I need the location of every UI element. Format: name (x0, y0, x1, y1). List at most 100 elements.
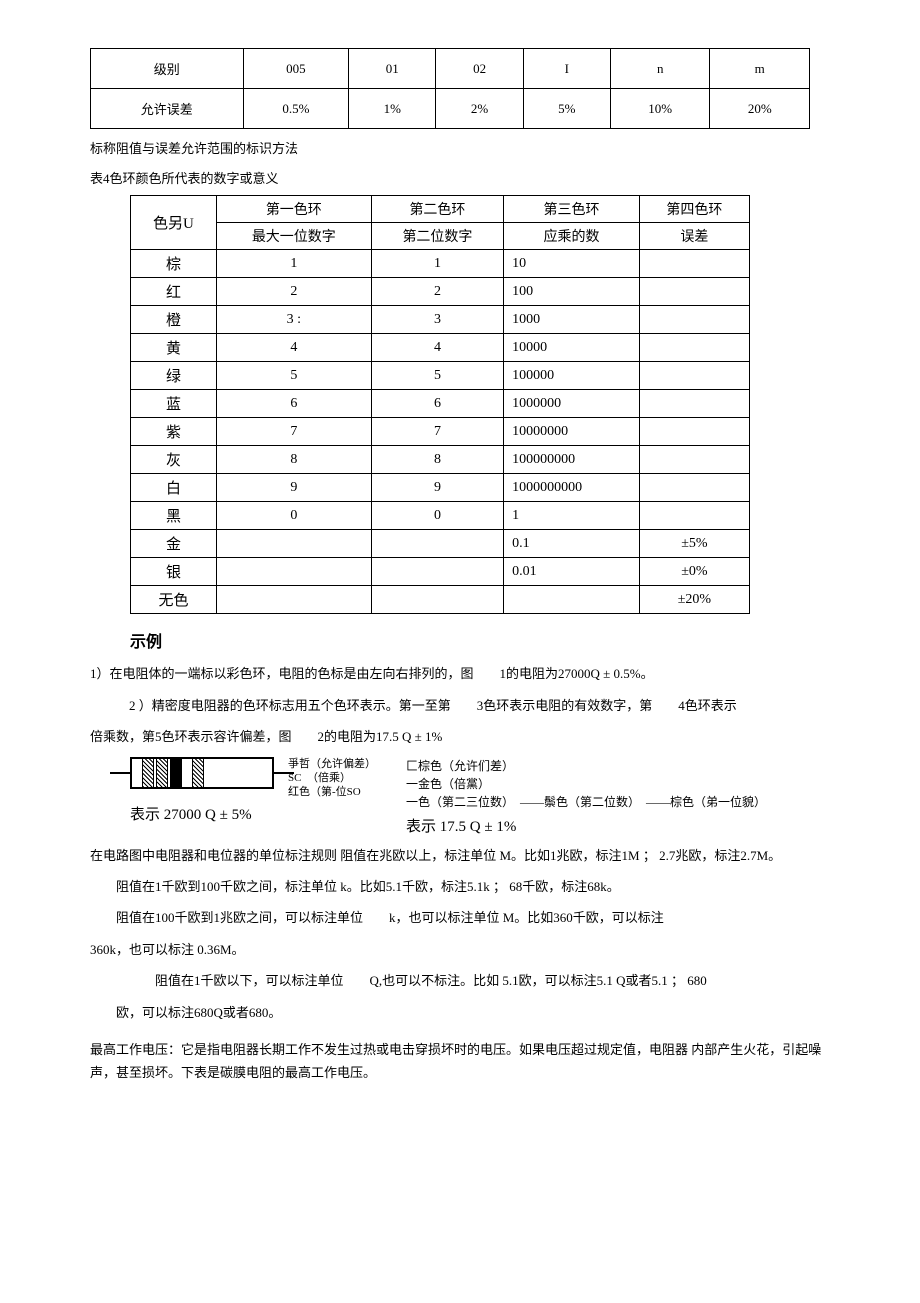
table-row: 黄4410000 (131, 334, 750, 362)
table-row: 黑001 (131, 502, 750, 530)
cell: 黑 (131, 502, 217, 530)
cell: 005 (243, 49, 349, 89)
header-band3: 第三色环 (504, 196, 640, 223)
cell (639, 390, 749, 418)
cell: 1000000 (504, 390, 640, 418)
cell: 2% (436, 89, 523, 129)
header-band1: 第一色环 (216, 196, 371, 223)
cell: ±0% (639, 558, 749, 586)
cell-grade-label: 级别 (91, 49, 244, 89)
label-multiplier: SC （倍乘） (288, 771, 376, 785)
cell: 7 (216, 418, 371, 446)
cell (639, 334, 749, 362)
resistor-diagrams: 爭哲（允许偏差） SC （倍乘） 红色（第-位SO 表示 27000 Q ± 5… (130, 757, 830, 836)
cell: 灰 (131, 446, 217, 474)
cell: 01 (349, 49, 436, 89)
cell (371, 558, 503, 586)
table-row: 绿55100000 (131, 362, 750, 390)
cell: 02 (436, 49, 523, 89)
label-tolerance: 爭哲（允许偏差） (288, 757, 376, 771)
example-heading: 示例 (130, 628, 830, 652)
cell: 金 (131, 530, 217, 558)
unit-rule-100k-1m-cont: 360k，也可以标注 0.36M。 (90, 938, 830, 961)
table-row: 金0.1±5% (131, 530, 750, 558)
cell: 银 (131, 558, 217, 586)
cell: 100000 (504, 362, 640, 390)
table-row: 银 0.01±0% (131, 558, 750, 586)
cell (639, 362, 749, 390)
cell: n (610, 49, 710, 89)
cell: 0.5% (243, 89, 349, 129)
cell: 6 (371, 390, 503, 418)
cell: 10000000 (504, 418, 640, 446)
unit-rule-kilo: 阻值在1千欧到100千欧之间，标注单位 k。比如5.1千欧，标注5.1k ； 6… (90, 875, 830, 898)
cell: m (710, 49, 810, 89)
cell: 3 : (216, 306, 371, 334)
table-row: 橙3 :31000 (131, 306, 750, 334)
cell (639, 446, 749, 474)
unit-rule-100k-1m: 阻值在100千欧到1兆欧之间，可以标注单位 k，也可以标注单位 M。比如360千… (90, 906, 830, 929)
cell: 3 (371, 306, 503, 334)
cell: 0.01 (504, 558, 640, 586)
cell: 100 (504, 278, 640, 306)
subheader-band2: 第二位数字 (371, 223, 503, 250)
cell: 9 (216, 474, 371, 502)
cell: 10% (610, 89, 710, 129)
header-color: 色另U (131, 196, 217, 250)
diagram-left-labels: 爭哲（允许偏差） SC （倍乘） 红色（第-位SO (288, 757, 376, 800)
diagram-left-result: 表示 27000 Q ± 5% (130, 803, 376, 824)
cell: 5% (523, 89, 610, 129)
table-row: 灰88100000000 (131, 446, 750, 474)
table-row: 无色 ±20% (131, 586, 750, 614)
cell (639, 418, 749, 446)
cell: 1 (504, 502, 640, 530)
cell (216, 558, 371, 586)
label-r-digits: 一色（第二三位数） ——鬃色（第二位数） ——棕色（弟一位貌） (406, 793, 766, 811)
table-row: 红22100 (131, 278, 750, 306)
cell: 紫 (131, 418, 217, 446)
cell: 20% (710, 89, 810, 129)
cell: 7 (371, 418, 503, 446)
header-band2: 第二色环 (371, 196, 503, 223)
cell: 10 (504, 250, 640, 278)
subheader-band1: 最大一位数字 (216, 223, 371, 250)
cell: 1000 (504, 306, 640, 334)
table-row: 蓝661000000 (131, 390, 750, 418)
unit-rule-under-1k: 阻值在1千欧以下，可以标注单位 Q,也可以不标注。比如 5.1欧，可以标注5.1… (90, 969, 830, 992)
cell (371, 586, 503, 614)
cell: 1% (349, 89, 436, 129)
cell: 10000 (504, 334, 640, 362)
cell (639, 474, 749, 502)
header-band4: 第四色环 (639, 196, 749, 223)
cell: 黄 (131, 334, 217, 362)
max-voltage-para: 最高工作电压：它是指电阻器长期工作不发生过热或电击穿损坏时的电压。如果电压超过规… (90, 1038, 830, 1085)
subheader-band4: 误差 (639, 223, 749, 250)
cell (639, 502, 749, 530)
cell: 蓝 (131, 390, 217, 418)
cell (639, 250, 749, 278)
diagram-left: 爭哲（允许偏差） SC （倍乘） 红色（第-位SO 表示 27000 Q ± 5… (130, 757, 376, 825)
diagram-right: 匚棕色（允许们差） 一金色（倍黨） 一色（第二三位数） ——鬃色（第二位数） —… (406, 757, 766, 836)
cell: 无色 (131, 586, 217, 614)
tolerance-grade-table: 级别 005 01 02 I n m 允许误差 0.5% 1% 2% 5% 10… (90, 48, 810, 129)
table2-caption: 表4色环颜色所代表的数字或意义 (90, 168, 830, 187)
cell: 4 (371, 334, 503, 362)
cell: 0 (216, 502, 371, 530)
cell: ±20% (639, 586, 749, 614)
cell: 8 (371, 446, 503, 474)
cell: 1 (371, 250, 503, 278)
cell: 绿 (131, 362, 217, 390)
color-band-table: 色另U 第一色环 第二色环 第三色环 第四色环 最大一位数字 第二位数字 应乘的… (130, 195, 750, 614)
cell: 0.1 (504, 530, 640, 558)
cell: 2 (371, 278, 503, 306)
cell: 1000000000 (504, 474, 640, 502)
example-para-3: 倍乘数，第5色环表示容许偏差，图 2的电阻为17.5 Q ± 1% (90, 725, 830, 748)
cell: 8 (216, 446, 371, 474)
diagram-right-result: 表示 17.5 Q ± 1% (406, 815, 766, 836)
cell: 0 (371, 502, 503, 530)
subheader-band3: 应乘的数 (504, 223, 640, 250)
cell (371, 530, 503, 558)
cell (216, 586, 371, 614)
cell (639, 306, 749, 334)
resistor-4band-icon (130, 757, 274, 789)
